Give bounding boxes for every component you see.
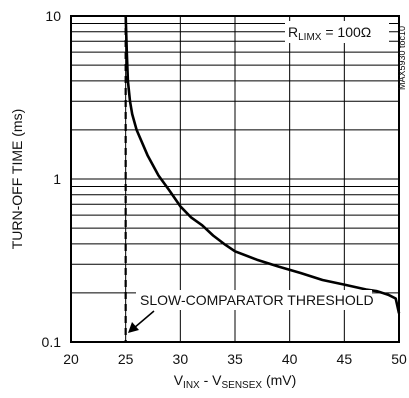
x-tick-label: 40: [282, 351, 298, 367]
threshold-arrow: [133, 310, 155, 329]
x-tick-label: 25: [118, 351, 134, 367]
x-label-sub2: SENSEX: [222, 380, 263, 391]
threshold-arrow-head: [128, 322, 139, 333]
y-tick-label: 0.1: [42, 334, 62, 350]
rlim-base: R: [288, 24, 298, 40]
x-label-v1: V: [174, 372, 184, 388]
y-axis-label: TURN-OFF TIME (ms): [9, 109, 25, 250]
rlim-value: = 100Ω: [321, 24, 371, 40]
x-label-unit: (mV): [262, 372, 296, 388]
x-tick-label: 35: [227, 351, 243, 367]
x-tick-label: 20: [63, 351, 79, 367]
x-tick-label: 50: [391, 351, 407, 367]
x-tick-labels: 20 25 30 35 40 45 50: [63, 351, 407, 367]
threshold-annotation: SLOW-COMPARATOR THRESHOLD: [136, 290, 374, 310]
x-tick-label: 45: [337, 351, 353, 367]
x-label-sub1: INX: [183, 380, 200, 391]
part-code: MAX5930 toc10: [397, 26, 407, 90]
y-tick-label: 1: [53, 171, 61, 187]
rlim-annotation: RLIMX = 100Ω: [285, 21, 389, 43]
x-label-mid: - V: [200, 372, 222, 388]
rlim-label: RLIMX = 100Ω: [288, 24, 371, 43]
plot-frame: [70, 15, 400, 343]
rlim-sub: LIMX: [298, 32, 322, 43]
x-axis-label: VINX - VSENSEX (mV): [174, 372, 297, 391]
series-line: [124, 15, 401, 314]
y-tick-labels: 0.1 1 10: [42, 8, 62, 350]
y-tick-label: 10: [45, 8, 61, 24]
threshold-label: SLOW-COMPARATOR THRESHOLD: [140, 292, 374, 308]
x-tick-label: 30: [173, 351, 189, 367]
